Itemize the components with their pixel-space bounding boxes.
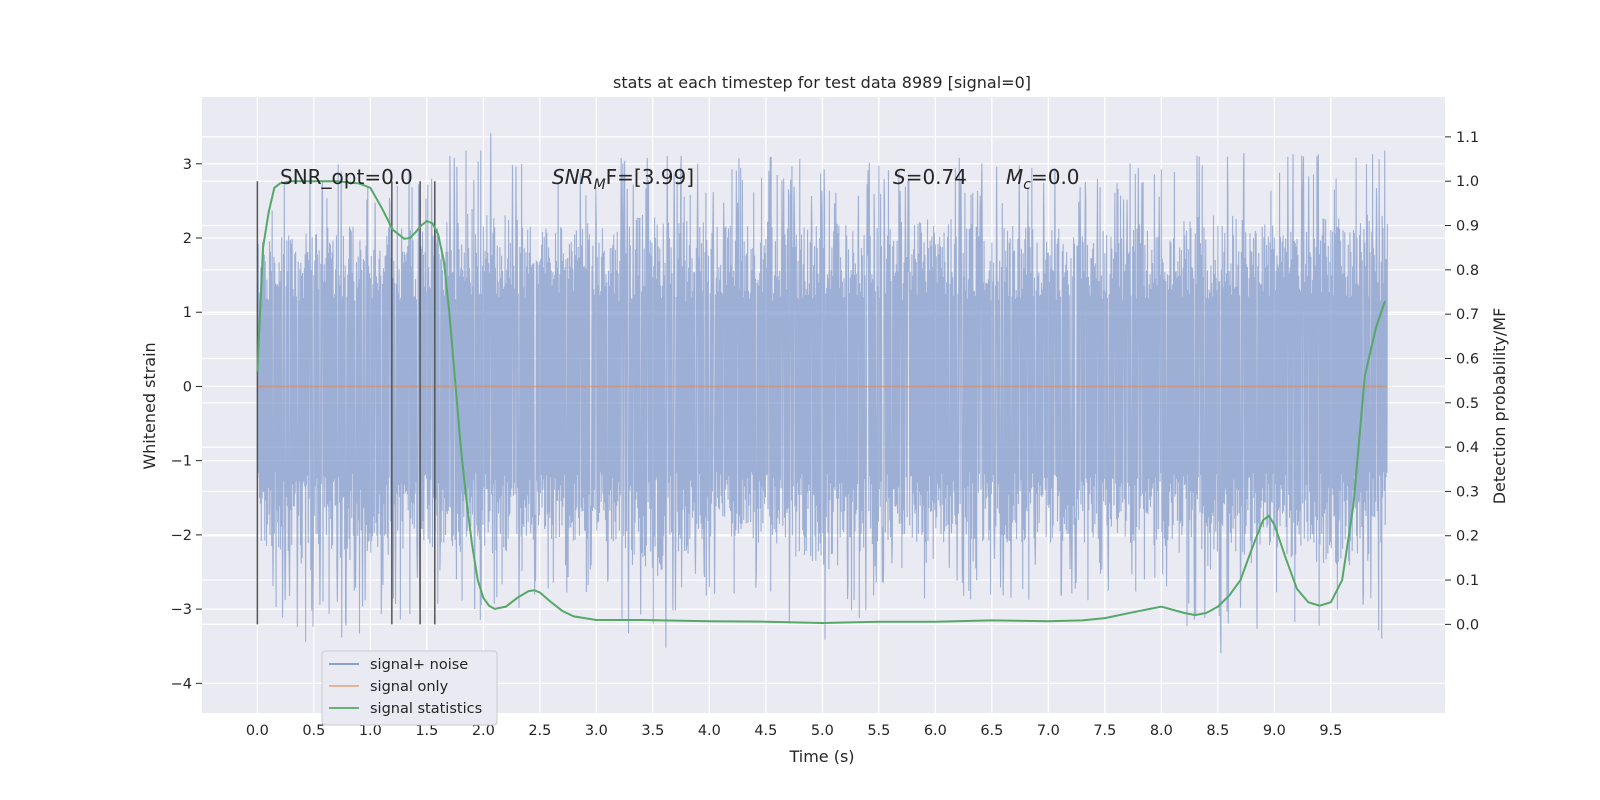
x-tick-label: 1.5 [415,723,438,739]
y-tick-label-right: 0.2 [1456,529,1479,545]
y-tick-label-right: 0.1 [1456,573,1479,589]
legend: signal+ noise signal only signal statist… [321,650,498,726]
y-tick-label-right: 0.7 [1456,307,1479,323]
x-tick-label: 0.5 [302,723,325,739]
y-tick-label-left: −2 [171,528,192,544]
x-tick-label: 6.0 [924,723,947,739]
x-tick-label: 1.0 [359,723,382,739]
legend-label-noise: signal+ noise [370,657,468,673]
x-tick-label: 9.0 [1263,723,1286,739]
noise-line [256,133,1388,654]
x-tick-label: 8.5 [1206,723,1229,739]
x-axis-label: Time (s) [788,747,854,766]
y-tick-label-right: 0.3 [1456,484,1479,500]
y-tick-label-right: 0.5 [1456,396,1479,412]
annotation-snr-mf: SNRMF=[3.99] [552,165,694,193]
y-tick-label-left: 0 [183,379,192,395]
x-tick-label: 6.5 [980,723,1003,739]
x-tick-label: 3.0 [585,723,608,739]
x-ticks: 0.0 0.5 1.0 1.5 2.0 2.5 3.0 3.5 4.0 4.5 5.0 5.5 6.0 6… [246,723,1343,739]
annotations: SNR_opt=0.0 SNRMF=[3.99] S=0.74 Mc=0.0 [280,165,1080,193]
y-tick-label-right: 0.6 [1456,351,1479,367]
x-tick-label: 3.5 [641,723,664,739]
x-tick-label: 4.5 [754,723,777,739]
x-tick-label: 5.5 [867,723,890,739]
legend-label-stats: signal statistics [370,701,482,717]
legend-label-signal: signal only [370,679,449,695]
y-axis-label-right: Detection probability/MF [1490,308,1509,505]
y-tick-label-right: 0.4 [1456,440,1479,456]
y-tick-label-right: 1.0 [1456,174,1479,190]
noise-series [256,133,1388,654]
y-axis-label-left: Whitened strain [140,342,159,469]
chart-title: stats at each timestep for test data 898… [613,73,1031,92]
annotation-s: S=0.74 [893,165,967,189]
vertical-lines [256,181,436,625]
y-tick-label-left: 1 [183,305,192,321]
y-tick-label-right: 1.1 [1456,130,1479,146]
legend-box [321,650,498,726]
x-tick-label: 9.5 [1319,723,1342,739]
y-tick-label-left: 3 [183,157,192,173]
y-tick-label-right: 0.0 [1456,617,1479,633]
y-tick-label-left: −3 [171,602,192,618]
y-ticks-right: 1.1 1.0 0.9 0.8 0.7 0.6 0.5 0.4 0.3 0.2 0.1 0.0 [1445,130,1479,633]
y-tick-label-left: −1 [171,454,192,470]
annotation-mc: Mc=0.0 [1006,165,1080,193]
x-tick-label: 2.5 [528,723,551,739]
x-tick-label: 8.0 [1150,723,1173,739]
y-tick-label-right: 0.9 [1456,219,1479,235]
y-tick-label-right: 0.8 [1456,263,1479,279]
y-tick-label-left: −4 [171,676,192,692]
x-tick-label: 4.0 [698,723,721,739]
stats-line [256,180,1387,625]
y-ticks-left: 3 2 1 0 −1 −2 −3 −4 [171,157,202,692]
y-tick-label-left: 2 [183,231,192,247]
x-tick-label: 0.0 [246,723,269,739]
x-tick-label: 7.0 [1037,723,1060,739]
stats-series [256,180,1387,625]
x-tick-label: 5.0 [811,723,834,739]
x-tick-label: 7.5 [1093,723,1116,739]
annotation-snr-opt: SNR_opt=0.0 [280,165,413,189]
x-tick-label: 2.0 [472,723,495,739]
